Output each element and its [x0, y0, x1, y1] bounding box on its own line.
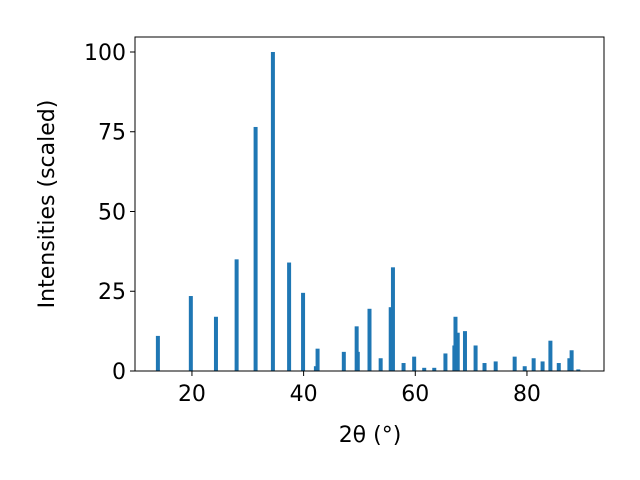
bar — [354, 326, 359, 371]
x-tick-label: 20 — [178, 382, 206, 407]
bar — [315, 348, 320, 371]
bar — [473, 345, 478, 371]
bar — [432, 367, 437, 371]
bar — [367, 308, 372, 371]
x-tick-label: 80 — [513, 382, 541, 407]
bar — [567, 358, 572, 371]
bar — [548, 340, 553, 371]
x-tick-label: 40 — [290, 382, 318, 407]
y-tick-label: 50 — [98, 200, 126, 225]
bar — [540, 361, 545, 371]
y-tick-label: 0 — [112, 360, 126, 385]
bar — [234, 259, 239, 371]
y-axis-label: Intensities (scaled) — [35, 100, 60, 309]
x-axis-label: 2θ (°) — [339, 423, 402, 448]
bar — [155, 335, 160, 371]
bar — [401, 363, 406, 371]
x-tick-label: 60 — [401, 382, 429, 407]
bar — [493, 361, 498, 371]
bar — [213, 316, 218, 371]
bar — [531, 358, 536, 371]
bar — [482, 363, 487, 371]
bar — [301, 292, 306, 371]
bar — [522, 366, 527, 371]
y-tick-label: 25 — [98, 280, 126, 305]
bar — [355, 351, 360, 371]
bar — [390, 267, 395, 371]
bar — [512, 356, 517, 371]
bar — [412, 356, 417, 371]
bar — [569, 350, 574, 371]
bar — [462, 331, 467, 371]
bar — [443, 353, 448, 371]
bar — [270, 51, 275, 371]
bar — [341, 351, 346, 371]
y-tick-label: 75 — [98, 121, 126, 146]
bar — [455, 332, 460, 371]
bar — [556, 363, 561, 371]
y-tick-label: 100 — [84, 41, 126, 66]
bar — [576, 369, 581, 371]
bar — [188, 296, 193, 371]
bar — [287, 262, 292, 371]
bar — [253, 126, 258, 371]
bar — [388, 307, 393, 371]
bar — [453, 316, 458, 371]
plot-frame — [134, 36, 605, 372]
bar — [422, 367, 427, 371]
bar — [378, 358, 383, 371]
